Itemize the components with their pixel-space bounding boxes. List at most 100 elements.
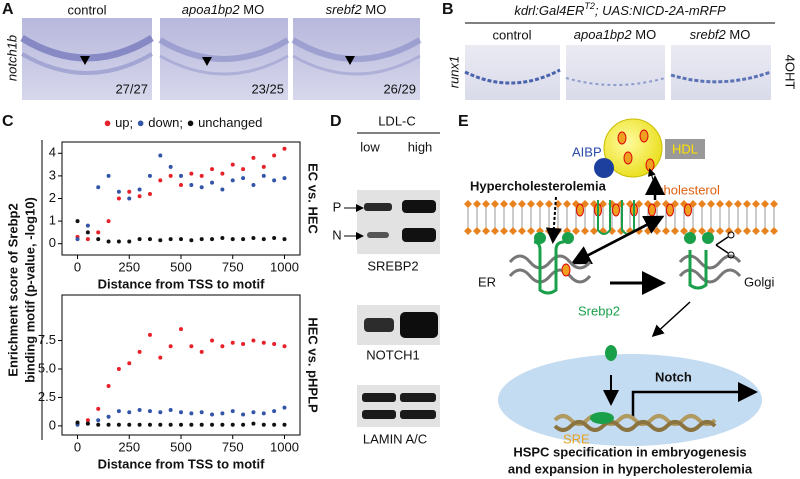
data-point [137, 349, 142, 354]
data-point [272, 341, 277, 346]
data-point [137, 194, 142, 199]
data-point [96, 418, 101, 423]
nucleus [498, 354, 762, 446]
y-axis-label: Enrichment score of Srebp2 [5, 203, 20, 376]
data-point [158, 178, 163, 183]
data-point [75, 420, 80, 425]
suffix: MO [365, 2, 386, 17]
data-point [230, 162, 235, 167]
data-point [75, 219, 80, 224]
data-point [261, 164, 266, 169]
micrograph [670, 45, 772, 100]
label: ER [478, 274, 496, 289]
data-point [251, 236, 256, 241]
lipid-head [491, 227, 499, 235]
x-tick-label: 1000 [270, 439, 299, 454]
header-main: kdrl:Gal4ER [514, 3, 584, 18]
data-point [137, 187, 142, 192]
label: AIBP [572, 144, 602, 159]
data-point [147, 173, 152, 178]
lipid-head [536, 200, 544, 208]
header-sup: T2 [584, 1, 595, 11]
data-point [282, 422, 287, 427]
dna [553, 420, 717, 432]
data-point [272, 409, 277, 414]
data-point [282, 344, 287, 349]
er-membrane [508, 254, 592, 284]
data-point [179, 237, 183, 242]
lipid-head [554, 200, 562, 208]
y-tick-label: 0 [49, 235, 56, 250]
data-point [251, 338, 256, 343]
y-tick-label: 1 [49, 213, 56, 228]
data-point [282, 146, 287, 151]
data-point [210, 412, 215, 417]
data-point [251, 182, 256, 187]
srebp2-head [702, 232, 714, 244]
arrow [545, 196, 562, 244]
lipid-head [500, 200, 508, 208]
data-point [220, 236, 225, 241]
x-tick-label: 500 [170, 439, 192, 454]
membrane [464, 200, 778, 235]
lipid-head [734, 200, 742, 208]
srebp2-fragment [605, 345, 617, 361]
scissors [727, 251, 735, 259]
lipid-head [509, 200, 517, 208]
lipid-head [698, 227, 706, 235]
data-point [127, 196, 132, 201]
transgene-header: kdrl:Gal4ERT2; UAS:NICD-2A-mRFP [514, 1, 726, 18]
data-point [199, 349, 204, 354]
data-point [96, 406, 101, 411]
data-point [199, 185, 204, 190]
data-point [282, 237, 287, 242]
data-point [137, 422, 142, 427]
data-point [261, 173, 266, 178]
data-point [199, 173, 204, 178]
lipid-head [527, 227, 535, 235]
lipid-head [680, 227, 688, 235]
data-point [96, 185, 101, 190]
data-point [272, 153, 277, 158]
data-point [147, 422, 152, 427]
hdl-box [665, 139, 705, 159]
y-tick-label: 0 [49, 417, 56, 432]
x-tick-label: 750 [222, 259, 244, 274]
data-point [189, 344, 194, 349]
cholesterol-dot [645, 158, 655, 172]
data-point [251, 410, 256, 415]
lipid-head [518, 227, 526, 235]
lipid-head [482, 200, 490, 208]
data-point [127, 361, 132, 366]
legend-entry: down [148, 115, 179, 130]
data-point [85, 237, 90, 242]
data-point [241, 237, 246, 242]
y-tick-label: 2 [49, 190, 56, 205]
cholesterol-dot [561, 263, 571, 277]
lipid-head [527, 200, 535, 208]
label: SRE [563, 431, 590, 446]
western-blot [357, 190, 440, 254]
lipid-head [743, 227, 751, 235]
micrograph [565, 45, 666, 100]
cholesterol-dot [666, 203, 674, 217]
srebp2 [688, 250, 708, 290]
lipid-head [563, 200, 571, 208]
lipid-head [698, 200, 706, 208]
x-tick-label: 750 [222, 439, 244, 454]
data-point [220, 171, 225, 176]
data-point [210, 422, 215, 427]
gene-label: notch1b [4, 35, 19, 81]
data-point [106, 422, 111, 427]
data-point [127, 410, 132, 415]
lipid-head [761, 227, 769, 235]
lipid-head [572, 227, 580, 235]
lipid-head [716, 227, 724, 235]
legend: ● up; ● down; ● unchanged [104, 115, 263, 130]
data-point [241, 167, 246, 172]
lipid-head [752, 200, 760, 208]
data-point [282, 405, 287, 410]
band-label: P [333, 199, 342, 214]
data-point [75, 237, 80, 242]
